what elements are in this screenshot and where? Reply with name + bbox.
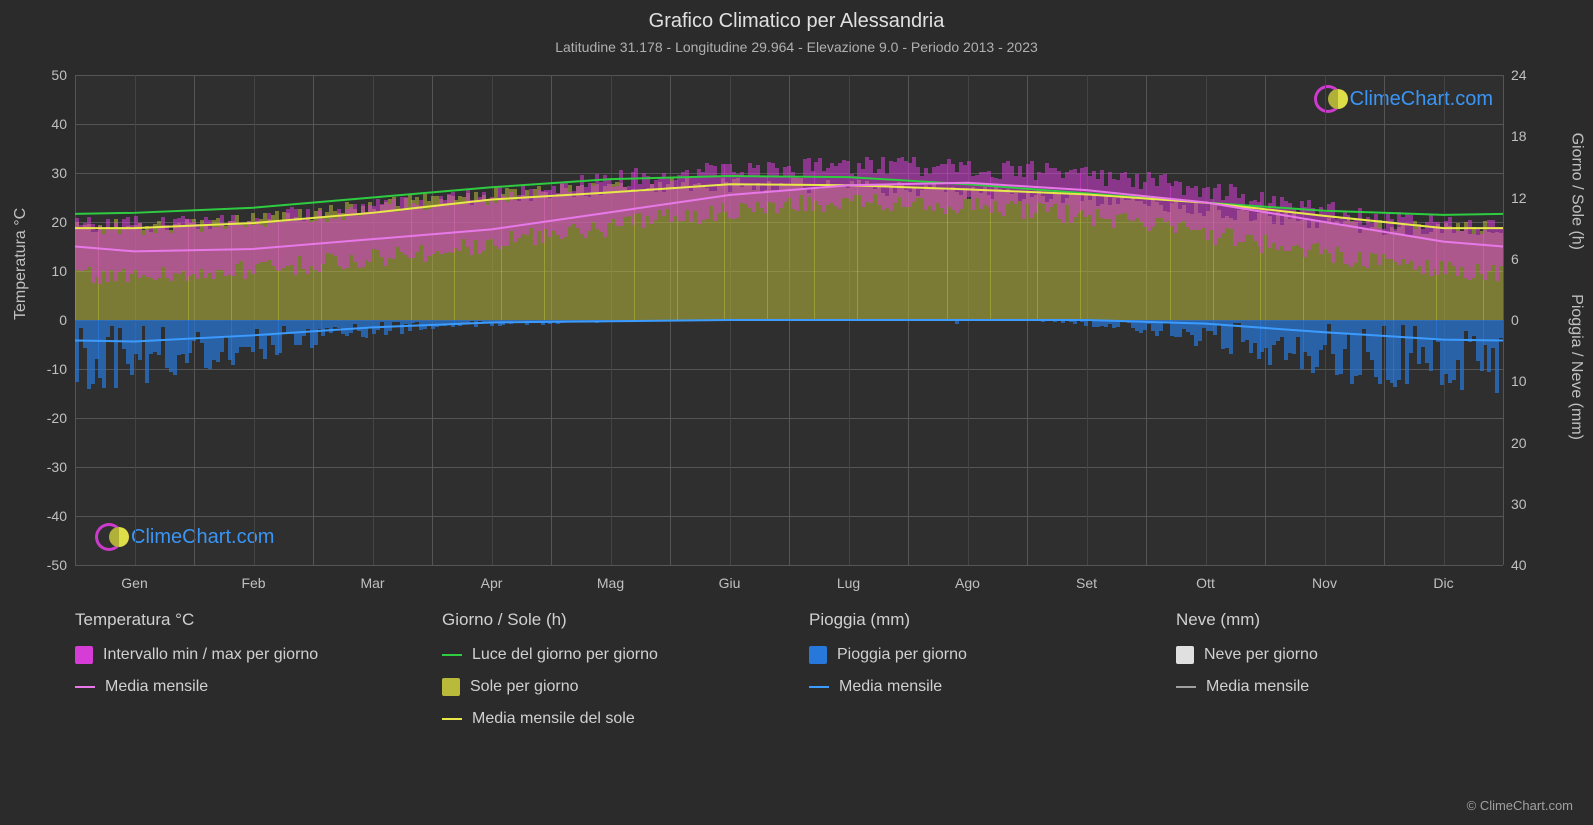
legend-label: Luce del giorno per giorno: [472, 646, 658, 664]
x-tick-month: Mag: [597, 565, 624, 591]
y-left-tick: 30: [51, 165, 75, 181]
x-tick-month: Dic: [1433, 565, 1453, 591]
legend-swatch-line: [75, 686, 95, 688]
climate-chart: Grafico Climatico per Alessandria Latitu…: [0, 0, 1593, 825]
legend-label: Sole per giorno: [470, 678, 579, 696]
legend-item: Media mensile del sole: [442, 710, 769, 728]
legend-swatch-line: [809, 686, 829, 688]
legend-label: Intervallo min / max per giorno: [103, 646, 318, 664]
legend-column: Temperatura °C Intervallo min / max per g…: [75, 610, 402, 728]
y-right-top-tick: 6: [1503, 251, 1519, 267]
x-tick-month: Ago: [955, 565, 980, 591]
legend-item: Luce del giorno per giorno: [442, 646, 769, 664]
x-tick-month: Nov: [1312, 565, 1337, 591]
legend-label: Media mensile: [839, 678, 942, 696]
legend-swatch-box: [442, 678, 460, 696]
legend-swatch-box: [809, 646, 827, 664]
y-left-tick: 0: [59, 312, 75, 328]
x-tick-month: Mar: [360, 565, 384, 591]
legend-item: Intervallo min / max per giorno: [75, 646, 402, 664]
y-right-top-tick: 0: [1503, 312, 1519, 328]
y-left-tick: -10: [47, 361, 75, 377]
y-axis-right-bottom-label: Pioggia / Neve (mm): [1567, 294, 1585, 440]
legend-label: Media mensile: [105, 678, 208, 696]
y-left-tick: 50: [51, 67, 75, 83]
legend-item: Media mensile: [75, 678, 402, 696]
chart-title: Grafico Climatico per Alessandria: [0, 0, 1593, 33]
x-tick-month: Feb: [241, 565, 265, 591]
y-axis-right-top-label: Giorno / Sole (h): [1567, 133, 1585, 250]
legend-column: Pioggia (mm) Pioggia per giorno Media mens…: [809, 610, 1136, 728]
y-left-tick: 10: [51, 263, 75, 279]
legend-swatch-line: [442, 654, 462, 656]
x-tick-month: Ott: [1196, 565, 1215, 591]
legend-label: Neve per giorno: [1204, 646, 1318, 664]
legend-swatch-box: [75, 646, 93, 664]
legend-item: Pioggia per giorno: [809, 646, 1136, 664]
x-tick-month: Set: [1076, 565, 1097, 591]
y-right-bottom-tick: 40: [1503, 557, 1527, 573]
y-right-bottom-tick: 30: [1503, 496, 1527, 512]
legend-header: Pioggia (mm): [809, 610, 1136, 630]
y-left-tick: -20: [47, 410, 75, 426]
legend-column: Neve (mm) Neve per giorno Media mensile: [1176, 610, 1503, 728]
legend-header: Neve (mm): [1176, 610, 1503, 630]
y-right-bottom-tick: 10: [1503, 373, 1527, 389]
y-left-tick: 20: [51, 214, 75, 230]
y-right-top-tick: 18: [1503, 128, 1527, 144]
legend: Temperatura °C Intervallo min / max per g…: [75, 610, 1503, 728]
y-left-tick: -50: [47, 557, 75, 573]
y-right-bottom-tick: 20: [1503, 435, 1527, 451]
legend-item: Neve per giorno: [1176, 646, 1503, 664]
legend-swatch-box: [1176, 646, 1194, 664]
legend-column: Giorno / Sole (h) Luce del giorno per gio…: [442, 610, 769, 728]
legend-item: Media mensile: [1176, 678, 1503, 696]
y-left-tick: -30: [47, 459, 75, 475]
legend-label: Media mensile del sole: [472, 710, 635, 728]
y-axis-left-label: Temperatura °C: [12, 208, 30, 320]
y-right-top-tick: 12: [1503, 190, 1527, 206]
legend-swatch-line: [442, 718, 462, 720]
y-left-tick: 40: [51, 116, 75, 132]
legend-label: Media mensile: [1206, 678, 1309, 696]
y-left-tick: -40: [47, 508, 75, 524]
legend-item: Media mensile: [809, 678, 1136, 696]
x-tick-month: Lug: [837, 565, 860, 591]
legend-header: Giorno / Sole (h): [442, 610, 769, 630]
legend-header: Temperatura °C: [75, 610, 402, 630]
legend-swatch-line: [1176, 686, 1196, 688]
chart-subtitle: Latitudine 31.178 - Longitudine 29.964 -…: [0, 33, 1593, 55]
y-right-top-tick: 24: [1503, 67, 1527, 83]
x-tick-month: Gen: [121, 565, 147, 591]
x-tick-month: Apr: [481, 565, 503, 591]
copyright: © ClimeChart.com: [1467, 798, 1573, 813]
x-tick-month: Giu: [719, 565, 741, 591]
legend-label: Pioggia per giorno: [837, 646, 967, 664]
plot-area: ClimeChart.com ClimeChart.com 5040302010…: [75, 75, 1503, 565]
legend-item: Sole per giorno: [442, 678, 769, 696]
